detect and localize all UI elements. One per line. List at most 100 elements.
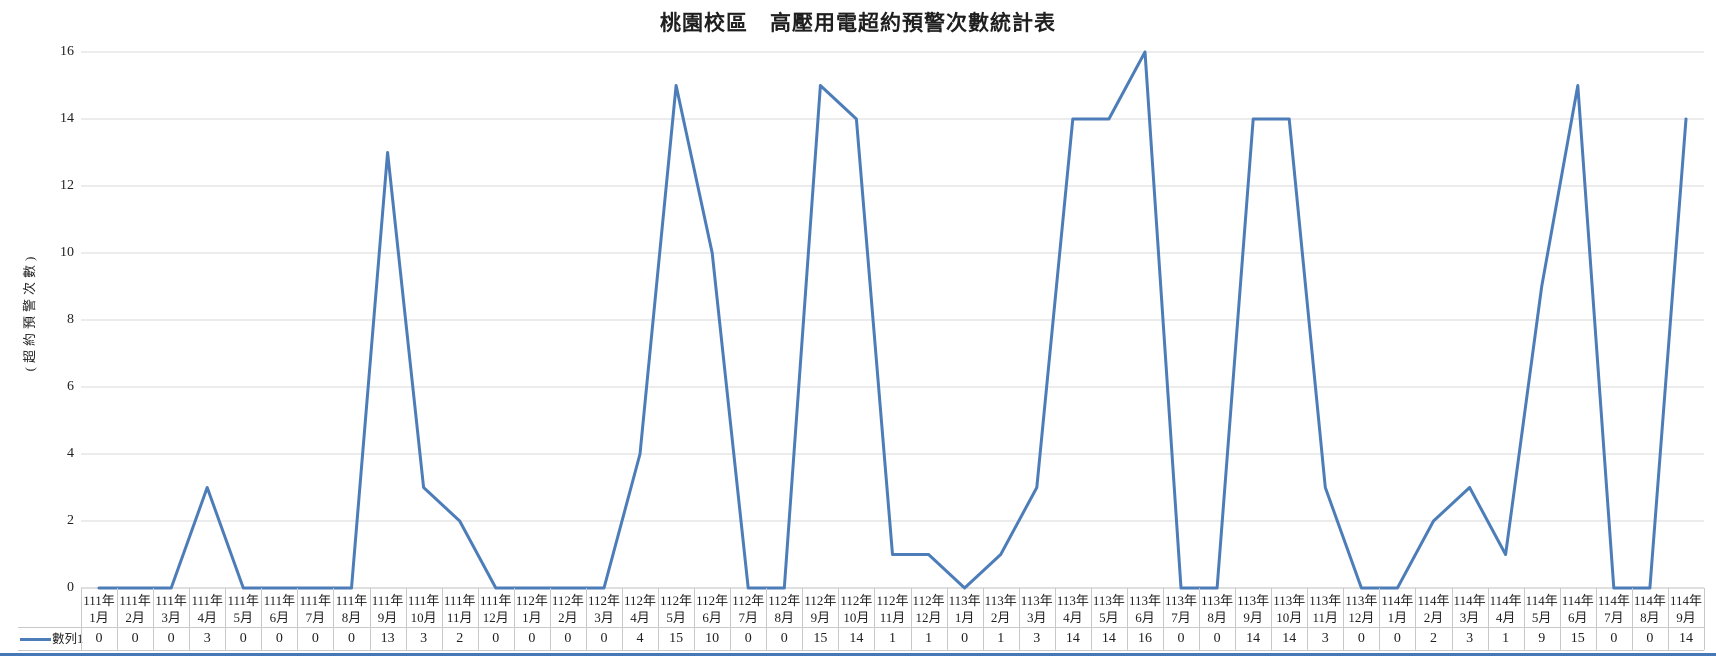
table-border — [910, 588, 912, 650]
table-border — [1631, 588, 1633, 650]
table-value-cell: 0 — [1213, 631, 1221, 646]
x-category-label: 114年 4月 — [1489, 593, 1522, 625]
table-value-cell: 14 — [1678, 631, 1693, 646]
x-category-label: 111年 9月 — [371, 593, 404, 625]
table-border — [1487, 588, 1489, 650]
table-border — [261, 588, 263, 650]
table-border — [513, 588, 515, 650]
table-border — [477, 588, 479, 650]
x-category-label: 113年 4月 — [1056, 593, 1089, 625]
table-border — [1343, 588, 1345, 650]
x-category-label: 112年 8月 — [768, 593, 801, 625]
table-border — [441, 588, 443, 650]
table-border — [802, 588, 804, 650]
table-value-cell: 10 — [705, 631, 720, 646]
chart-title: 桃園校區 高壓用電超約預警次數統計表 — [660, 11, 1056, 35]
table-border — [1595, 588, 1597, 650]
table-border — [1271, 588, 1273, 650]
x-category-label: 113年 12月 — [1345, 593, 1378, 625]
table-border — [81, 588, 82, 650]
table-border — [982, 588, 984, 650]
table-value-cell: 16 — [1137, 631, 1152, 646]
x-category-label: 112年 2月 — [551, 593, 584, 625]
table-border — [225, 588, 227, 650]
x-category-label: 111年 1月 — [83, 593, 115, 625]
y-tick-label: 4 — [67, 446, 74, 461]
x-category-label: 112年 6月 — [696, 593, 729, 625]
x-category-label: 111年 2月 — [119, 593, 151, 625]
table-value-cell: 14 — [1246, 631, 1261, 646]
table-value-cell: 0 — [1393, 631, 1401, 646]
x-category-label: 113年 6月 — [1128, 593, 1161, 625]
table-value-cell: 0 — [275, 631, 283, 646]
legend-cell: 數列1 — [18, 628, 84, 650]
x-category-label: 113年 10月 — [1273, 593, 1306, 625]
table-value-cell: 0 — [744, 631, 752, 646]
table-value-cell: 1 — [888, 631, 896, 646]
table-value-cell: 14 — [1101, 631, 1116, 646]
table-value-cell: 3 — [420, 631, 428, 646]
table-border — [333, 588, 335, 650]
table-border — [297, 588, 299, 650]
legend-line-swatch — [20, 637, 51, 641]
table-border — [766, 588, 768, 650]
y-tick-label: 12 — [60, 178, 74, 193]
table-border — [405, 588, 407, 650]
legend-series-label: 數列1 — [52, 632, 84, 646]
table-border — [1704, 588, 1705, 650]
table-border — [585, 588, 587, 650]
table-value-cell: 3 — [1321, 631, 1329, 646]
table-value-cell: 2 — [1429, 631, 1437, 646]
x-category-label: 111年 5月 — [227, 593, 260, 625]
x-category-label: 113年 1月 — [948, 593, 981, 625]
x-category-label: 112年 4月 — [624, 593, 657, 625]
x-category-label: 114年 6月 — [1561, 593, 1594, 625]
table-value-cell: 0 — [564, 631, 572, 646]
table-border — [658, 588, 660, 650]
y-tick-label: 14 — [60, 111, 74, 126]
x-category-label: 111年 3月 — [155, 593, 187, 625]
x-category-label: 111年 10月 — [407, 593, 440, 625]
table-border — [1379, 588, 1381, 650]
table-border — [549, 588, 551, 650]
table-border — [1235, 588, 1237, 650]
y-tick-label: 16 — [60, 44, 74, 59]
table-border — [153, 588, 155, 650]
table-border — [1018, 588, 1020, 650]
table-border — [946, 588, 948, 650]
x-category-label: 112年 10月 — [840, 593, 873, 625]
x-category-label: 113年 7月 — [1165, 593, 1198, 625]
table-value-cell: 13 — [380, 631, 395, 646]
table-value-cell: 4 — [636, 631, 644, 646]
table-value-cell: 14 — [849, 631, 864, 646]
table-border — [1054, 588, 1056, 650]
bottom-border-rule — [0, 653, 1716, 656]
table-border — [369, 588, 371, 650]
x-category-label: 111年 7月 — [299, 593, 332, 625]
table-value-cell: 1 — [925, 631, 933, 646]
table-border — [1307, 588, 1309, 650]
table-value-cell: 0 — [1646, 631, 1654, 646]
table-border — [18, 627, 1704, 628]
y-tick-label: 8 — [67, 312, 74, 327]
table-value-cell: 3 — [1466, 631, 1474, 646]
table-border — [622, 588, 623, 650]
table-value-cell: 1 — [1502, 631, 1510, 646]
table-border — [694, 588, 696, 650]
table-border — [1163, 588, 1164, 650]
table-border — [117, 588, 119, 650]
x-category-label: 112年 7月 — [732, 593, 765, 625]
table-border — [1090, 588, 1092, 650]
table-border — [838, 588, 840, 650]
x-category-label: 112年 1月 — [515, 593, 548, 625]
x-category-label: 113年 8月 — [1201, 593, 1234, 625]
table-border — [1667, 588, 1669, 650]
table-value-cell: 0 — [311, 631, 319, 646]
y-tick-label: 0 — [67, 580, 74, 595]
x-category-label: 114年 5月 — [1525, 593, 1558, 625]
table-value-cell: 0 — [961, 631, 969, 646]
x-category-label: 112年 12月 — [912, 593, 945, 625]
table-value-cell: 0 — [1177, 631, 1185, 646]
y-tick-label: 6 — [67, 379, 74, 394]
